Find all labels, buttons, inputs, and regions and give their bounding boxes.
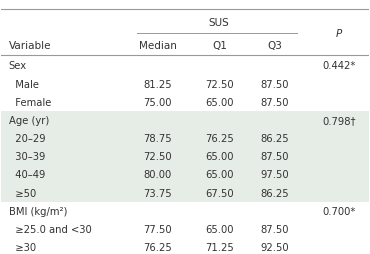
Text: 72.50: 72.50 <box>206 79 234 89</box>
Text: SUS: SUS <box>209 18 229 28</box>
Bar <box>1 184 369 202</box>
Text: 72.50: 72.50 <box>143 152 172 162</box>
Text: 65.00: 65.00 <box>206 98 234 107</box>
Text: 80.00: 80.00 <box>143 170 172 180</box>
Text: Median: Median <box>138 41 176 51</box>
Text: Q1: Q1 <box>212 41 227 51</box>
Text: 75.00: 75.00 <box>143 98 172 107</box>
Text: 87.50: 87.50 <box>261 98 289 107</box>
Text: 71.25: 71.25 <box>205 242 234 252</box>
Text: 67.50: 67.50 <box>206 188 234 198</box>
Text: 87.50: 87.50 <box>261 79 289 89</box>
Text: 65.00: 65.00 <box>206 152 234 162</box>
Text: 97.50: 97.50 <box>260 170 289 180</box>
Text: 0.442*: 0.442* <box>323 61 356 71</box>
Text: P: P <box>336 29 342 39</box>
Text: 0.798†: 0.798† <box>322 116 356 125</box>
Text: 86.25: 86.25 <box>260 134 289 144</box>
Text: 81.25: 81.25 <box>143 79 172 89</box>
Text: Q3: Q3 <box>268 41 282 51</box>
Bar <box>1 148 369 166</box>
Text: 76.25: 76.25 <box>143 242 172 252</box>
Bar <box>1 166 369 184</box>
Text: 0.700*: 0.700* <box>323 206 356 216</box>
Text: 30–39: 30–39 <box>9 152 45 162</box>
Text: ≥50: ≥50 <box>9 188 36 198</box>
Text: 20–29: 20–29 <box>9 134 46 144</box>
Text: 40–49: 40–49 <box>9 170 45 180</box>
Text: 73.75: 73.75 <box>143 188 172 198</box>
Text: Sex: Sex <box>9 61 27 71</box>
Text: 86.25: 86.25 <box>260 188 289 198</box>
Text: Variable: Variable <box>9 41 51 51</box>
Text: 65.00: 65.00 <box>206 224 234 234</box>
Text: 65.00: 65.00 <box>206 170 234 180</box>
Text: Female: Female <box>9 98 51 107</box>
Text: 77.50: 77.50 <box>143 224 172 234</box>
Text: Male: Male <box>9 79 39 89</box>
Text: BMI (kg/m²): BMI (kg/m²) <box>9 206 67 216</box>
Bar <box>1 112 369 130</box>
Text: ≥30: ≥30 <box>9 242 36 252</box>
Text: Age (yr): Age (yr) <box>9 116 49 125</box>
Bar <box>1 130 369 148</box>
Text: 78.75: 78.75 <box>143 134 172 144</box>
Text: 87.50: 87.50 <box>261 224 289 234</box>
Text: 76.25: 76.25 <box>205 134 234 144</box>
Text: ≥25.0 and <30: ≥25.0 and <30 <box>9 224 91 234</box>
Text: 87.50: 87.50 <box>261 152 289 162</box>
Text: 92.50: 92.50 <box>260 242 289 252</box>
